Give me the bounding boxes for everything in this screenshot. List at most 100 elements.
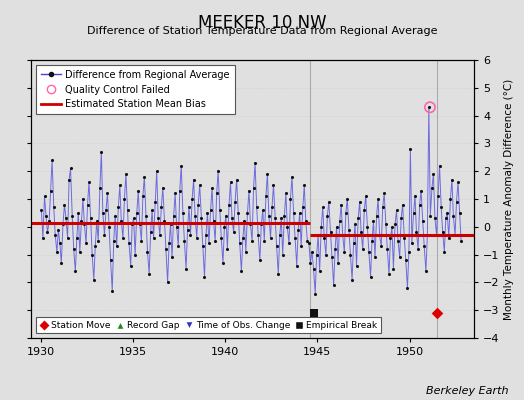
Point (310, 310, 318, 316)
Point (417, 188, 425, 194)
Point (186, 232, 194, 238)
Point (317, 224, 325, 230)
Point (385, 271, 393, 277)
Point (457, 238, 465, 244)
Point (157, 204, 166, 210)
Point (59, 221, 67, 227)
Point (156, 232, 164, 238)
Point (106, 257, 115, 263)
Point (365, 249, 373, 255)
Point (345, 226, 353, 233)
Point (332, 224, 341, 230)
Point (222, 212, 230, 219)
Point (269, 182, 278, 188)
Point (180, 238, 189, 244)
Point (215, 207, 224, 213)
Point (57, 260, 66, 266)
Point (188, 196, 196, 202)
Point (391, 221, 399, 227)
Point (411, 193, 419, 200)
Point (199, 243, 207, 250)
Point (43, 229, 52, 236)
Point (346, 251, 355, 258)
Point (363, 224, 372, 230)
Point (97, 148, 105, 155)
Point (308, 249, 316, 255)
Point (139, 193, 147, 200)
Point (236, 240, 244, 247)
Point (54, 226, 62, 233)
Point (169, 212, 178, 219)
Point (75, 249, 84, 255)
Point (423, 232, 432, 238)
Point (154, 215, 162, 222)
Point (446, 196, 455, 202)
Point (342, 210, 350, 216)
Point (108, 288, 116, 294)
Point (426, 104, 434, 110)
Point (434, 193, 442, 200)
Point (211, 238, 220, 244)
Point (176, 188, 184, 194)
Point (47, 188, 55, 194)
Point (179, 210, 187, 216)
Point (294, 226, 302, 233)
Point (442, 215, 450, 222)
Point (283, 224, 291, 230)
Point (205, 240, 213, 247)
Point (424, 104, 433, 110)
Point (45, 218, 53, 224)
Point (151, 198, 159, 205)
Point (388, 224, 396, 230)
Point (228, 215, 236, 222)
Point (334, 260, 342, 266)
Point (126, 262, 135, 269)
Point (435, 162, 444, 169)
Point (343, 196, 352, 202)
Point (331, 246, 340, 252)
Point (282, 190, 290, 197)
Point (358, 246, 367, 252)
Point (371, 254, 379, 260)
Point (271, 215, 279, 222)
Point (443, 210, 452, 216)
Point (433, 310, 442, 316)
Point (319, 204, 327, 210)
Point (389, 265, 398, 272)
Point (128, 221, 136, 227)
Point (223, 246, 232, 252)
Point (352, 262, 361, 269)
Point (375, 232, 384, 238)
Point (226, 179, 235, 186)
Point (259, 207, 267, 213)
Point (256, 257, 264, 263)
Point (447, 176, 456, 183)
Point (68, 212, 77, 219)
Point (354, 215, 363, 222)
Point (339, 232, 347, 238)
Point (380, 190, 388, 197)
Point (246, 221, 255, 227)
Point (360, 207, 368, 213)
Point (105, 224, 113, 230)
Point (455, 210, 464, 216)
Point (191, 212, 199, 219)
Point (248, 238, 256, 244)
Point (42, 212, 50, 219)
Point (272, 243, 281, 250)
Point (261, 193, 270, 200)
Point (429, 171, 438, 177)
Text: Difference of Station Temperature Data from Regional Average: Difference of Station Temperature Data f… (87, 26, 437, 36)
Point (325, 198, 333, 205)
Point (200, 274, 209, 280)
Point (305, 240, 313, 247)
Point (253, 204, 261, 210)
Point (152, 168, 161, 174)
Point (245, 188, 253, 194)
Point (214, 168, 222, 174)
Point (242, 249, 250, 255)
Point (103, 190, 112, 197)
Point (300, 182, 309, 188)
Point (122, 171, 130, 177)
Point (73, 235, 81, 241)
